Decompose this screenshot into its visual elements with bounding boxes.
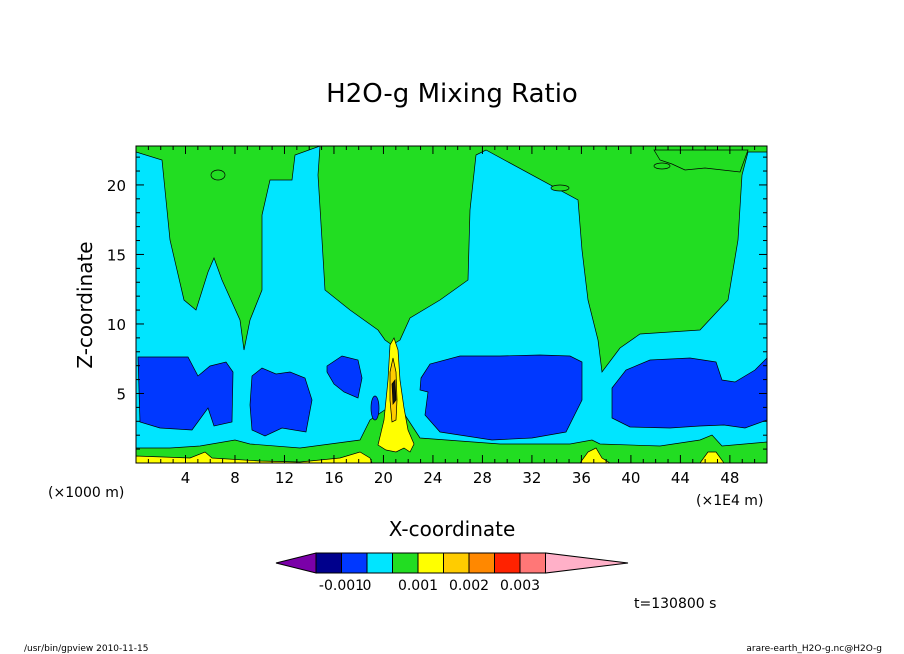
colorbar-label: 0 xyxy=(363,578,372,594)
x-scale-note-left: (×1000 m) xyxy=(48,485,124,501)
y-tick-label: 10 xyxy=(107,316,126,334)
x-tick-label: 32 xyxy=(522,469,541,487)
colorbar-label: 0.003 xyxy=(500,578,540,594)
y-axis-label: Z-coordinate xyxy=(73,241,97,368)
x-tick-label: 36 xyxy=(572,469,591,487)
colorbar-swatch xyxy=(366,552,393,574)
x-tick-label: 16 xyxy=(324,469,343,487)
colorbar-label: 0.002 xyxy=(449,578,489,594)
colorbar-swatch xyxy=(468,552,495,574)
plot-frame xyxy=(135,145,768,464)
y-tick-label: 5 xyxy=(116,385,126,403)
y-tick-label: 20 xyxy=(107,177,126,195)
x-tick-label: 24 xyxy=(423,469,442,487)
x-tick-label: 44 xyxy=(671,469,690,487)
x-tick-label: 4 xyxy=(181,469,191,487)
colorbar-label: 0.001 xyxy=(398,578,438,594)
x-tick-label: 20 xyxy=(374,469,393,487)
colorbar-under-arrow xyxy=(275,552,317,574)
colorbar-swatch xyxy=(494,552,521,574)
chart-title: H2O-g Mixing Ratio xyxy=(326,79,578,109)
x-tick-label: 48 xyxy=(720,469,739,487)
contour-fill-blue xyxy=(137,356,234,431)
y-tick-label: 15 xyxy=(107,246,126,264)
colorbar-swatch xyxy=(315,552,342,574)
colorbar-over-arrow xyxy=(545,552,629,574)
colorbar-swatch xyxy=(519,552,546,574)
x-scale-note-right: (×1E4 m) xyxy=(696,493,763,509)
x-tick-label: 8 xyxy=(230,469,240,487)
footer-left: /usr/bin/gpview 2010-11-15 xyxy=(24,644,148,654)
y-axis: 5 10 15 20 xyxy=(107,156,767,450)
footer-right: arare-earth_H2O-g.nc@H2O-g xyxy=(746,644,882,654)
colorbar-swatch xyxy=(392,552,419,574)
colorbar-swatch xyxy=(341,552,368,574)
x-axis-label: X-coordinate xyxy=(389,517,516,541)
colorbar-label: -0.001 xyxy=(319,578,364,594)
x-tick-label: 40 xyxy=(621,469,640,487)
time-label: t=130800 s xyxy=(634,596,716,612)
x-tick-label: 12 xyxy=(275,469,294,487)
plot-area xyxy=(135,145,768,464)
x-tick-label: 28 xyxy=(473,469,492,487)
contour-fill-green xyxy=(136,146,767,373)
colorbar-swatch xyxy=(443,552,470,574)
colorbar-swatch xyxy=(417,552,444,574)
x-axis: 4 8 12 16 20 24 28 32 36 40 44 48 xyxy=(147,146,756,487)
